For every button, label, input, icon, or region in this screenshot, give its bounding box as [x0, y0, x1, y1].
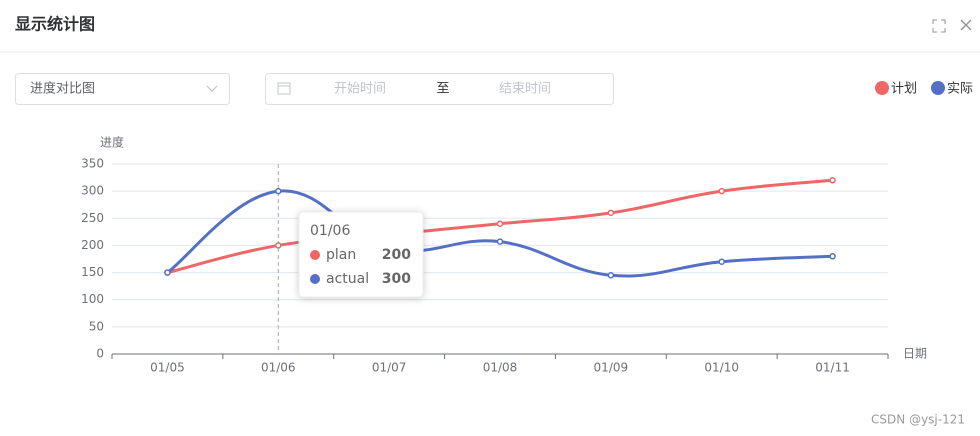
- tooltip-marker: [310, 250, 320, 260]
- data-point: [496, 238, 504, 245]
- tooltip-title: 01/06: [310, 223, 350, 239]
- x-tick-label: 01/05: [150, 361, 185, 375]
- data-point: [275, 187, 282, 195]
- data-point: [164, 269, 171, 276]
- dialog-title: 显示统计图: [15, 15, 95, 34]
- tooltip-marker: [310, 274, 320, 284]
- legend-label: 计划: [891, 82, 917, 97]
- tooltip-value: 200: [382, 247, 411, 263]
- data-point: [718, 258, 725, 265]
- data-point: [718, 187, 725, 195]
- end-placeholder: 结束时间: [499, 82, 551, 97]
- range-separator: 至: [436, 82, 449, 97]
- fullscreen-icon[interactable]: [932, 19, 946, 33]
- legend-label: 实际: [947, 82, 973, 97]
- data-point: [607, 272, 615, 279]
- tooltip: 01/06 plan 200 actual 300: [298, 211, 424, 298]
- tooltip-label: plan: [326, 247, 356, 263]
- x-tick-label: 01/11: [815, 361, 850, 375]
- data-point: [275, 242, 282, 249]
- x-tick-label: 01/08: [483, 361, 518, 375]
- y-tick-label: 350: [81, 157, 104, 171]
- data-point: [829, 253, 836, 260]
- x-tick-label: 01/06: [261, 361, 296, 375]
- y-tick-label: 300: [81, 184, 104, 198]
- legend: 计划 实际: [875, 81, 973, 97]
- tooltip-box: [298, 211, 424, 298]
- data-point: [607, 209, 615, 217]
- x-tick-label: 01/10: [704, 361, 739, 375]
- tooltip-value: 300: [382, 271, 411, 287]
- tooltip-label: actual: [326, 271, 369, 287]
- y-axis-label: 进度: [100, 135, 124, 150]
- select[interactable]: 进度对比图: [15, 73, 230, 105]
- legend-marker: [931, 81, 945, 95]
- y-tick-label: 200: [81, 238, 104, 252]
- y-tick-label: 100: [81, 292, 104, 306]
- data-point: [829, 177, 836, 184]
- x-tick-label: 01/09: [594, 361, 629, 375]
- y-tick-label: 150: [81, 265, 104, 279]
- date-range[interactable]: 开始时间 至 结束时间: [265, 73, 614, 105]
- x-axis-label: 日期: [903, 347, 927, 361]
- data-point: [496, 220, 504, 227]
- y-tick-label: 0: [96, 347, 104, 361]
- legend-marker: [875, 81, 889, 95]
- watermark: CSDN @ysj-121: [871, 413, 965, 427]
- start-placeholder: 开始时间: [334, 82, 386, 97]
- y-tick-label: 250: [81, 211, 104, 225]
- x-tick-label: 01/07: [372, 361, 407, 375]
- select-value: 进度对比图: [30, 81, 95, 97]
- y-tick-label: 50: [89, 319, 104, 333]
- close-icon[interactable]: [960, 19, 972, 31]
